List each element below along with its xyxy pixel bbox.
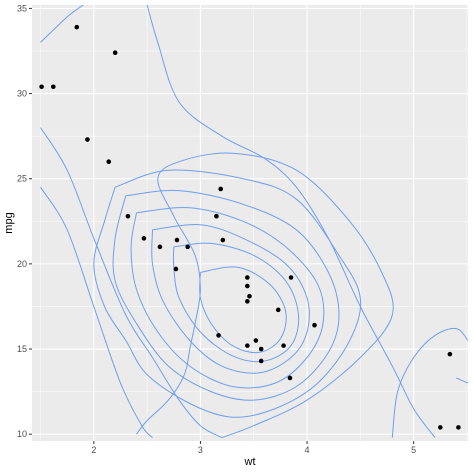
data-point [437, 425, 443, 430]
x-axis: 2 3 4 5 [91, 441, 416, 455]
density-contour-line [130, 206, 325, 389]
data-point [185, 244, 190, 250]
data-point [220, 237, 226, 243]
data-point [456, 425, 461, 430]
y-tick-label: 25 [17, 174, 27, 184]
y-tick-label: 20 [17, 259, 27, 269]
x-tick-label: 4 [305, 445, 310, 455]
density-contour-line [136, 152, 394, 439]
data-point [125, 213, 131, 219]
data-point [85, 137, 90, 142]
y-tick-label: 30 [17, 89, 27, 99]
grid-major [32, 5, 468, 441]
data-point [245, 299, 250, 304]
data-point [245, 343, 250, 348]
data-point [288, 275, 294, 280]
data-point [51, 84, 56, 90]
data-point [173, 266, 179, 272]
data-point [106, 159, 112, 164]
data-point [245, 283, 250, 289]
data-point [258, 358, 264, 364]
density-contour-line [391, 327, 469, 438]
data-point [157, 244, 163, 250]
data-point [74, 24, 80, 30]
density-contour-line [172, 242, 300, 363]
y-axis: 10 15 20 25 30 35 [17, 3, 32, 439]
data-point [253, 338, 259, 343]
data-point [112, 50, 118, 55]
density-contour-line [40, 4, 84, 43]
data-point [214, 213, 219, 219]
data-point [287, 375, 293, 381]
density-contour-line [40, 186, 153, 438]
density-contour-line [199, 266, 287, 354]
density-contour-line [93, 169, 362, 418]
data-point [247, 293, 252, 299]
x-tick-label: 2 [91, 445, 96, 455]
panel-background [32, 5, 468, 441]
data-point [245, 275, 250, 280]
data-point [141, 236, 147, 241]
y-tick-label: 15 [17, 344, 27, 354]
density-contour-line [40, 127, 223, 439]
data-point [39, 84, 44, 90]
data-point [174, 237, 180, 243]
data-point [275, 307, 281, 313]
data-point [218, 186, 223, 192]
density-contour-line [146, 4, 436, 438]
data-point [216, 333, 221, 338]
x-tick-label: 3 [198, 445, 203, 455]
data-point [447, 351, 453, 357]
y-axis-title: mpg [3, 212, 15, 233]
data-point [281, 343, 286, 348]
data-point [258, 346, 264, 352]
density-contour-line [112, 189, 340, 401]
density-contour-line [151, 223, 310, 374]
data-points [39, 24, 461, 430]
x-axis-title: wt [244, 456, 256, 468]
density-contour-line [456, 377, 469, 384]
density-contours [40, 4, 469, 439]
x-tick-label: 5 [411, 445, 416, 455]
data-point [312, 322, 317, 328]
y-tick-label: 35 [17, 3, 27, 13]
y-tick-label: 10 [17, 429, 27, 439]
